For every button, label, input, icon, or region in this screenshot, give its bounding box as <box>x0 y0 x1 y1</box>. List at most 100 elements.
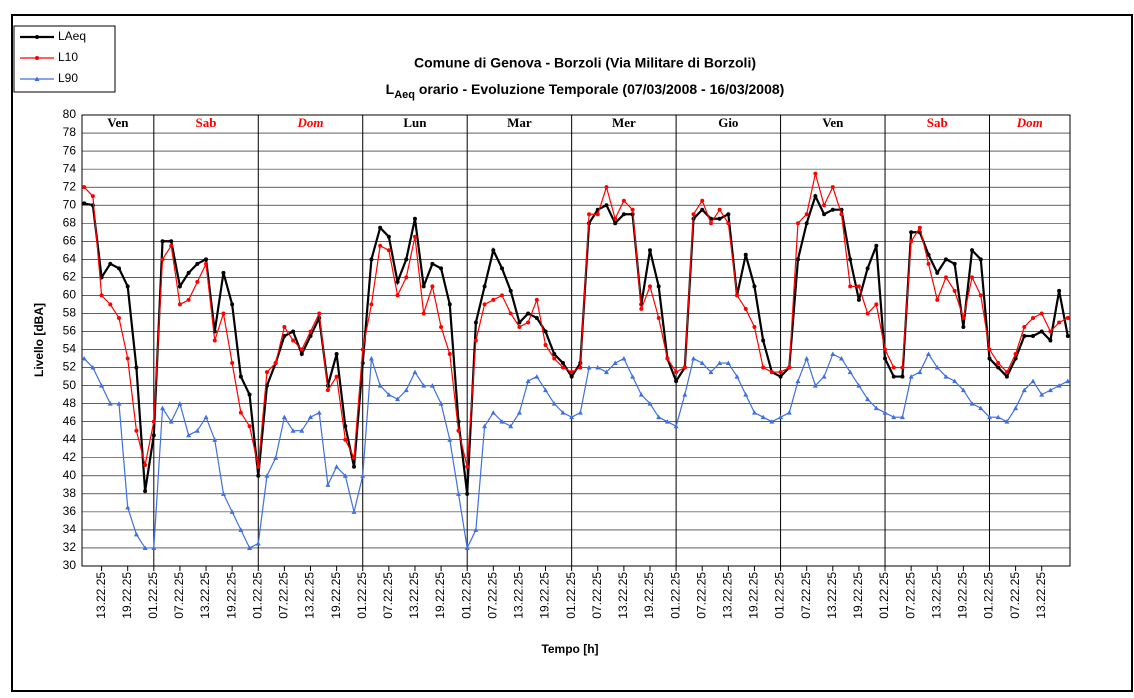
data-point <box>430 284 435 289</box>
data-point <box>1013 352 1018 357</box>
data-point <box>473 320 478 325</box>
data-point <box>743 306 748 311</box>
data-point <box>578 365 583 370</box>
data-point <box>125 504 131 510</box>
data-point <box>343 437 348 442</box>
data-point <box>883 347 888 352</box>
data-point <box>186 270 191 275</box>
data-point <box>491 248 496 253</box>
data-point <box>595 212 600 217</box>
data-point <box>717 216 722 221</box>
data-point <box>221 270 226 275</box>
data-point <box>342 473 348 478</box>
data-point <box>465 464 470 469</box>
data-point <box>142 545 148 550</box>
data-point <box>595 365 601 370</box>
data-point <box>421 284 426 289</box>
data-point <box>160 257 165 262</box>
data-point <box>99 383 105 388</box>
data-point <box>743 392 749 397</box>
data-point <box>821 374 827 379</box>
data-point <box>543 343 548 348</box>
data-point <box>908 374 914 379</box>
data-point <box>499 419 505 424</box>
data-point <box>264 370 269 375</box>
data-point <box>447 437 453 442</box>
data-point <box>934 365 940 370</box>
day-label: Sab <box>196 115 217 130</box>
data-point <box>1057 320 1062 325</box>
data-point <box>786 410 792 415</box>
data-point <box>1065 378 1071 384</box>
data-point <box>647 284 652 289</box>
data-point <box>351 509 357 514</box>
data-point <box>1039 392 1045 397</box>
data-point <box>177 284 182 289</box>
data-point <box>273 455 279 460</box>
data-point <box>204 257 209 262</box>
data-point <box>682 365 687 370</box>
data-point <box>612 360 618 366</box>
data-point <box>290 428 296 433</box>
data-point <box>281 414 287 420</box>
data-point <box>308 414 314 420</box>
legend-marker <box>35 35 39 39</box>
data-point <box>778 374 783 379</box>
data-point <box>482 423 488 429</box>
data-point <box>552 352 557 357</box>
data-point <box>1031 333 1036 338</box>
y-tick-label: 42 <box>63 450 77 464</box>
data-point <box>691 356 697 361</box>
data-point <box>412 369 418 375</box>
x-tick-label: 13.22.25 <box>721 572 735 619</box>
data-point <box>638 392 644 397</box>
data-point <box>264 473 270 478</box>
data-point <box>1065 315 1070 320</box>
data-point <box>1030 378 1036 384</box>
x-tick-label: 07.22.25 <box>694 572 708 619</box>
data-point <box>822 212 827 217</box>
day-label: Gio <box>718 115 738 130</box>
y-axis-label: Livello [dBA] <box>32 303 46 377</box>
data-point <box>455 491 461 496</box>
x-tick-label: 01.22.25 <box>668 572 682 619</box>
data-point <box>134 428 139 433</box>
data-point <box>656 315 661 320</box>
data-point <box>1022 324 1027 329</box>
data-point <box>404 257 409 262</box>
data-point <box>360 347 365 352</box>
data-point <box>368 356 374 361</box>
data-point <box>151 545 157 550</box>
data-point <box>151 419 156 424</box>
data-point <box>238 374 243 379</box>
data-point <box>848 257 853 262</box>
x-tick-label: 07.22.25 <box>172 572 186 619</box>
data-point <box>421 311 426 316</box>
data-point <box>838 356 844 361</box>
data-point <box>168 419 174 424</box>
data-point <box>699 360 705 366</box>
x-tick-label: 19.22.25 <box>224 572 238 619</box>
data-point <box>961 315 966 320</box>
data-point <box>752 284 757 289</box>
data-point <box>795 257 800 262</box>
data-point <box>464 545 470 550</box>
data-point <box>299 352 304 357</box>
x-axis-label: Tempo [h] <box>541 642 598 656</box>
y-tick-label: 68 <box>63 215 77 229</box>
data-point <box>761 365 766 370</box>
data-point <box>203 414 209 420</box>
data-point <box>360 473 366 478</box>
data-point <box>874 243 879 248</box>
data-point <box>500 266 505 271</box>
x-tick-label: 19.22.25 <box>642 572 656 619</box>
data-point <box>813 194 818 199</box>
data-point <box>647 248 652 253</box>
x-tick-label: 19.22.25 <box>538 572 552 619</box>
data-point <box>552 356 557 361</box>
data-point <box>1013 405 1019 411</box>
data-point <box>970 275 975 280</box>
data-point <box>386 234 391 239</box>
data-point <box>403 387 409 393</box>
data-point <box>639 306 644 311</box>
